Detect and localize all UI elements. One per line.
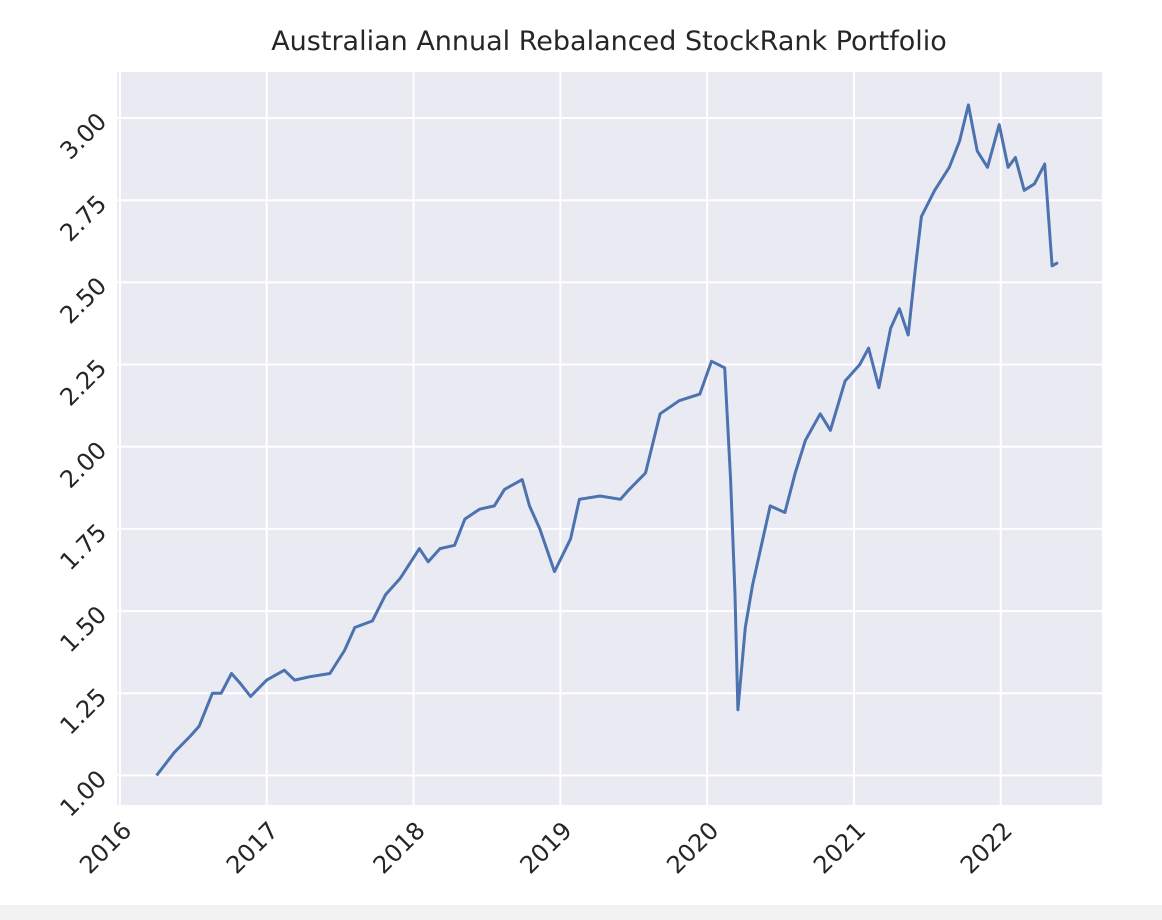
x-tick-label: 2016 (74, 816, 137, 879)
y-tick-label: 1.50 (55, 600, 113, 658)
x-tick-label: 2018 (368, 816, 431, 879)
y-tick-label: 3.00 (55, 107, 113, 165)
y-tick-label: 1.25 (55, 683, 113, 741)
x-tick-label: 2021 (808, 816, 871, 879)
y-tick-label: 2.25 (55, 354, 113, 412)
x-tick-label: 2019 (515, 816, 578, 879)
y-tick-label: 2.00 (55, 436, 113, 494)
line-series (155, 103, 1059, 777)
x-tick-label: 2017 (221, 816, 284, 879)
chart-title: Australian Annual Rebalanced StockRank P… (271, 26, 947, 57)
y-tick-label: 2.50 (55, 272, 113, 330)
y-tick-label: 1.00 (55, 765, 113, 823)
y-tick-label: 1.75 (55, 518, 113, 576)
x-tick-label: 2022 (955, 816, 1018, 879)
y-tick-label: 2.75 (55, 190, 113, 248)
bottom-strip (0, 905, 1162, 920)
plot-area (117, 72, 1102, 805)
x-tick-label: 2020 (661, 816, 724, 879)
